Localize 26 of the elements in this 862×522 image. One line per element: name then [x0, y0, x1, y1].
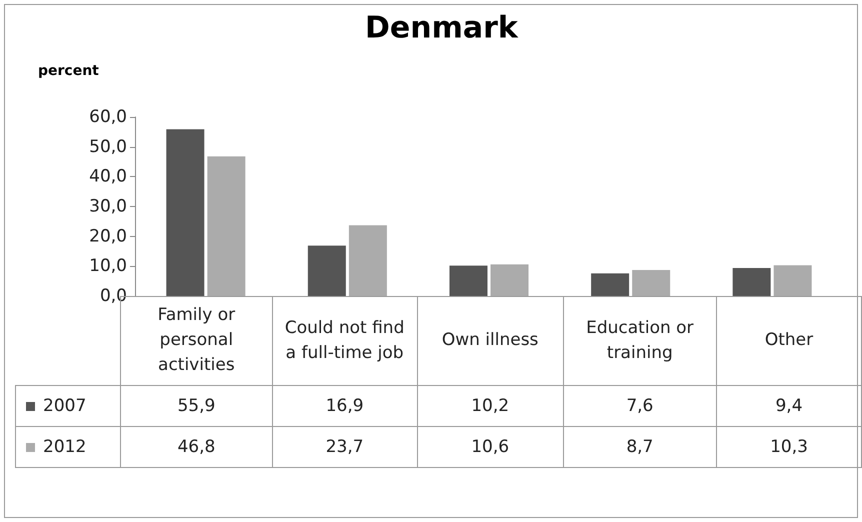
y-tick-label: 30,0 — [89, 196, 127, 216]
x-tick-label: Family or personal activities — [158, 305, 236, 376]
legend-label: 2007 — [16, 385, 121, 426]
data-label: 7,6 — [563, 385, 717, 426]
x-tick-label: Own illness — [417, 296, 564, 385]
x-tick-label: Other — [716, 296, 862, 385]
y-tick-label: 0,0 — [100, 286, 127, 306]
legend-label: 2012 — [16, 426, 121, 467]
y-tick-label: 10,0 — [89, 256, 127, 276]
y-tick-label: 50,0 — [89, 136, 127, 157]
chart-title: Denmark — [365, 10, 519, 46]
x-tick-label: Could not find a full-time job — [272, 296, 418, 385]
data-label: 9,4 — [716, 385, 862, 426]
data-label: 46,8 — [120, 426, 272, 467]
data-label: 10,2 — [417, 385, 564, 426]
y-tick-label: 40,0 — [89, 166, 127, 187]
data-label: 16,9 — [272, 385, 418, 426]
x-tick-label: Education or training — [563, 296, 717, 385]
y-tick-label: 60,0 — [89, 107, 127, 127]
data-label: 10,3 — [716, 426, 862, 467]
y-tick-label: 20,0 — [89, 226, 127, 246]
y-axis-title: percent — [38, 63, 100, 79]
data-label: 23,7 — [272, 426, 418, 467]
data-label: 8,7 — [563, 426, 717, 467]
data-label: 55,9 — [120, 385, 272, 426]
data-label: 10,6 — [417, 426, 564, 467]
